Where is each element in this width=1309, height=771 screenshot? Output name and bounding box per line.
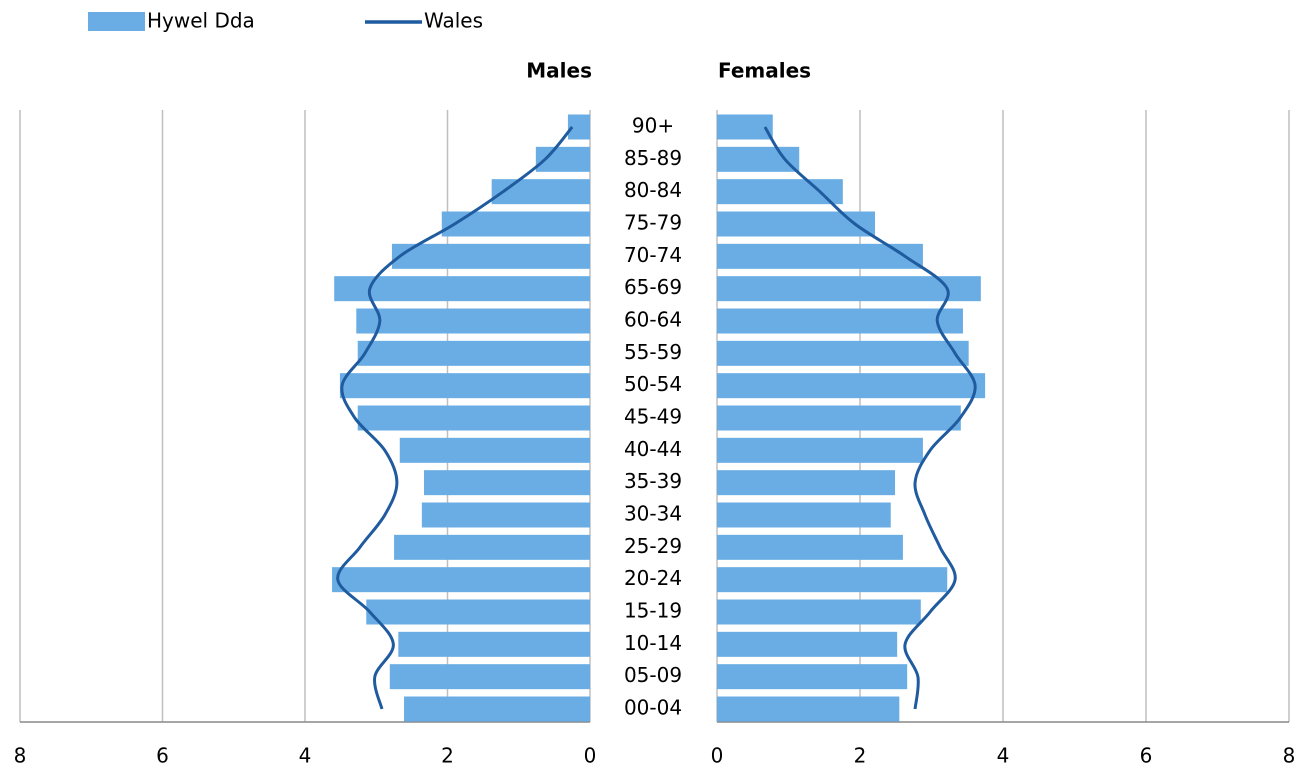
bar [717, 502, 891, 528]
line [336, 126, 574, 710]
bar [717, 470, 896, 496]
category-label: 55-59 [624, 340, 682, 364]
bar [394, 534, 590, 560]
bar [567, 114, 590, 140]
bar [398, 631, 590, 657]
x-tick-label: 6 [156, 744, 169, 768]
bar [334, 276, 590, 302]
legend-label: Hywel Dda [147, 9, 255, 33]
category-label: 70-74 [624, 243, 682, 267]
category-label: 65-69 [624, 275, 682, 299]
bar [332, 567, 590, 593]
bar [717, 437, 923, 463]
x-tick-label: 2 [854, 744, 867, 768]
bar [357, 405, 590, 431]
x-tick-label: 2 [441, 744, 454, 768]
bar [717, 534, 903, 560]
legend-swatch [88, 12, 145, 31]
bar [717, 308, 963, 334]
x-tick-label: 4 [299, 744, 312, 768]
bar [339, 373, 590, 399]
bar [717, 179, 843, 205]
bar [717, 664, 908, 690]
bar [717, 696, 900, 722]
category-label: 00-04 [624, 696, 682, 720]
x-tick-label: 4 [997, 744, 1010, 768]
bar [717, 405, 961, 431]
bar [717, 243, 923, 269]
category-label: 75-79 [624, 211, 682, 235]
bar [717, 114, 773, 140]
bar [491, 179, 590, 205]
line [763, 126, 977, 710]
category-label: 40-44 [624, 437, 682, 461]
bar [357, 340, 590, 366]
category-label: 85-89 [624, 146, 682, 170]
bar [717, 276, 981, 302]
x-tick-label: 0 [584, 744, 597, 768]
bar [717, 373, 986, 399]
bar [441, 211, 590, 237]
bar [717, 599, 921, 625]
category-label: 20-24 [624, 566, 682, 590]
bar [421, 502, 590, 528]
bar [717, 340, 969, 366]
panel-title: Females [718, 59, 811, 83]
category-label: 15-19 [624, 599, 682, 623]
bar [399, 437, 590, 463]
category-label: 50-54 [624, 372, 682, 396]
category-label: 80-84 [624, 178, 682, 202]
x-tick-label: 8 [14, 744, 27, 768]
x-tick-label: 8 [1283, 744, 1296, 768]
x-tick-label: 0 [711, 744, 724, 768]
category-label: 25-29 [624, 534, 682, 558]
bar [366, 599, 590, 625]
category-label: 35-39 [624, 469, 682, 493]
category-label: 60-64 [624, 308, 682, 332]
bar [356, 308, 590, 334]
category-label: 30-34 [624, 502, 682, 526]
x-tick-label: 6 [1140, 744, 1153, 768]
bar [717, 211, 876, 237]
bar [389, 664, 590, 690]
category-label: 45-49 [624, 405, 682, 429]
category-label: 05-09 [624, 663, 682, 687]
bar [391, 243, 590, 269]
category-label: 10-14 [624, 631, 682, 655]
bar [717, 567, 948, 593]
bar [717, 631, 898, 657]
bar [423, 470, 590, 496]
bar [404, 696, 590, 722]
category-label: 90+ [632, 114, 674, 138]
legend-label: Wales [424, 9, 483, 33]
panel-title: Males [526, 59, 592, 83]
